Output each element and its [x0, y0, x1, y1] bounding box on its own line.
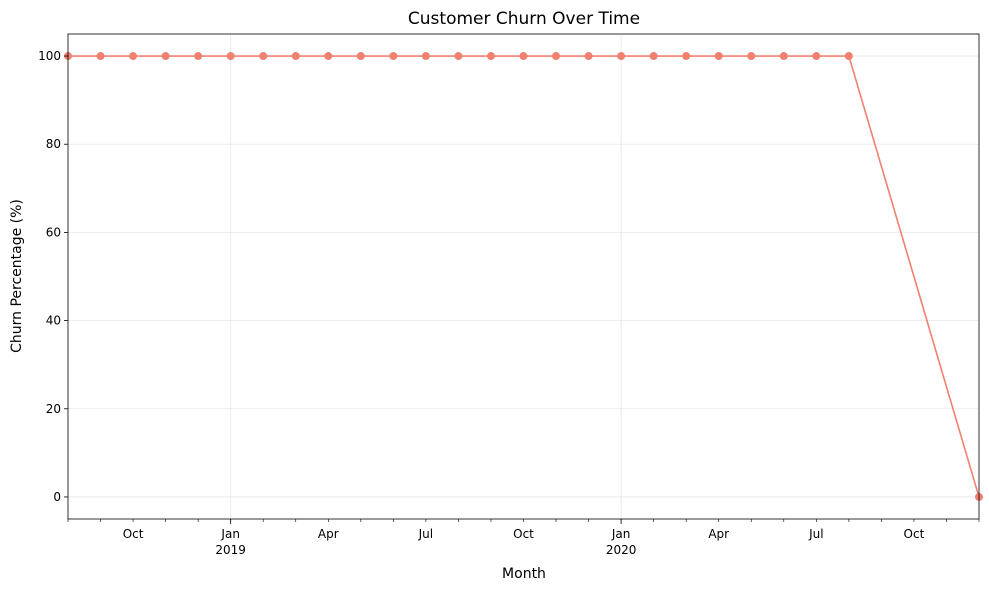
x-tick-year-label: 2019 — [215, 543, 246, 557]
y-axis-label: Churn Percentage (%) — [9, 199, 25, 353]
data-point — [486, 52, 495, 61]
chart-title: Customer Churn Over Time — [408, 9, 640, 29]
data-point — [129, 52, 138, 61]
data-point — [324, 52, 333, 61]
data-point — [584, 52, 593, 61]
data-point — [682, 52, 691, 61]
y-tick-label: 40 — [46, 314, 61, 328]
x-tick-label: Jan — [611, 527, 631, 541]
x-tick-label: Jul — [808, 527, 823, 541]
axes: 0 20 40 60 80 100 Jan 2019 Jan 2020 Oct Apr Jul Oct Ap… — [38, 33, 980, 557]
data-point — [421, 52, 430, 61]
plot-frame — [67, 33, 980, 520]
data-point — [844, 52, 853, 61]
x-tick-label: Jul — [418, 527, 433, 541]
data-point — [259, 52, 268, 61]
data-point — [552, 52, 561, 61]
data-point — [356, 52, 365, 61]
data-point — [747, 52, 756, 61]
x-tick-label: Oct — [123, 527, 144, 541]
x-tick-label: Apr — [318, 527, 339, 541]
x-tick-label: Oct — [513, 527, 534, 541]
data-point — [226, 52, 235, 61]
data-point — [389, 52, 398, 61]
y-tick-label: 0 — [53, 490, 61, 504]
data-point — [617, 52, 626, 61]
x-tick-label: Oct — [904, 527, 925, 541]
y-tick-label: 60 — [46, 225, 61, 239]
x-axis-label: Month — [502, 566, 546, 582]
data-point — [519, 52, 528, 61]
data-point — [96, 52, 105, 61]
y-tick-label: 80 — [46, 137, 61, 151]
data-point — [649, 52, 658, 61]
y-tick-label: 100 — [38, 49, 61, 63]
grid — [68, 34, 979, 519]
data-point — [779, 52, 788, 61]
series-churn — [64, 52, 983, 501]
data-point — [454, 52, 463, 61]
data-point — [812, 52, 821, 61]
series-line — [68, 55, 980, 498]
x-tick-year-label: 2020 — [606, 543, 637, 557]
data-point — [291, 52, 300, 61]
data-point — [714, 52, 723, 61]
data-point — [194, 52, 203, 61]
x-tick-label: Jan — [220, 527, 240, 541]
x-tick-label: Apr — [708, 527, 729, 541]
y-tick-label: 20 — [46, 402, 61, 416]
data-point — [161, 52, 170, 61]
